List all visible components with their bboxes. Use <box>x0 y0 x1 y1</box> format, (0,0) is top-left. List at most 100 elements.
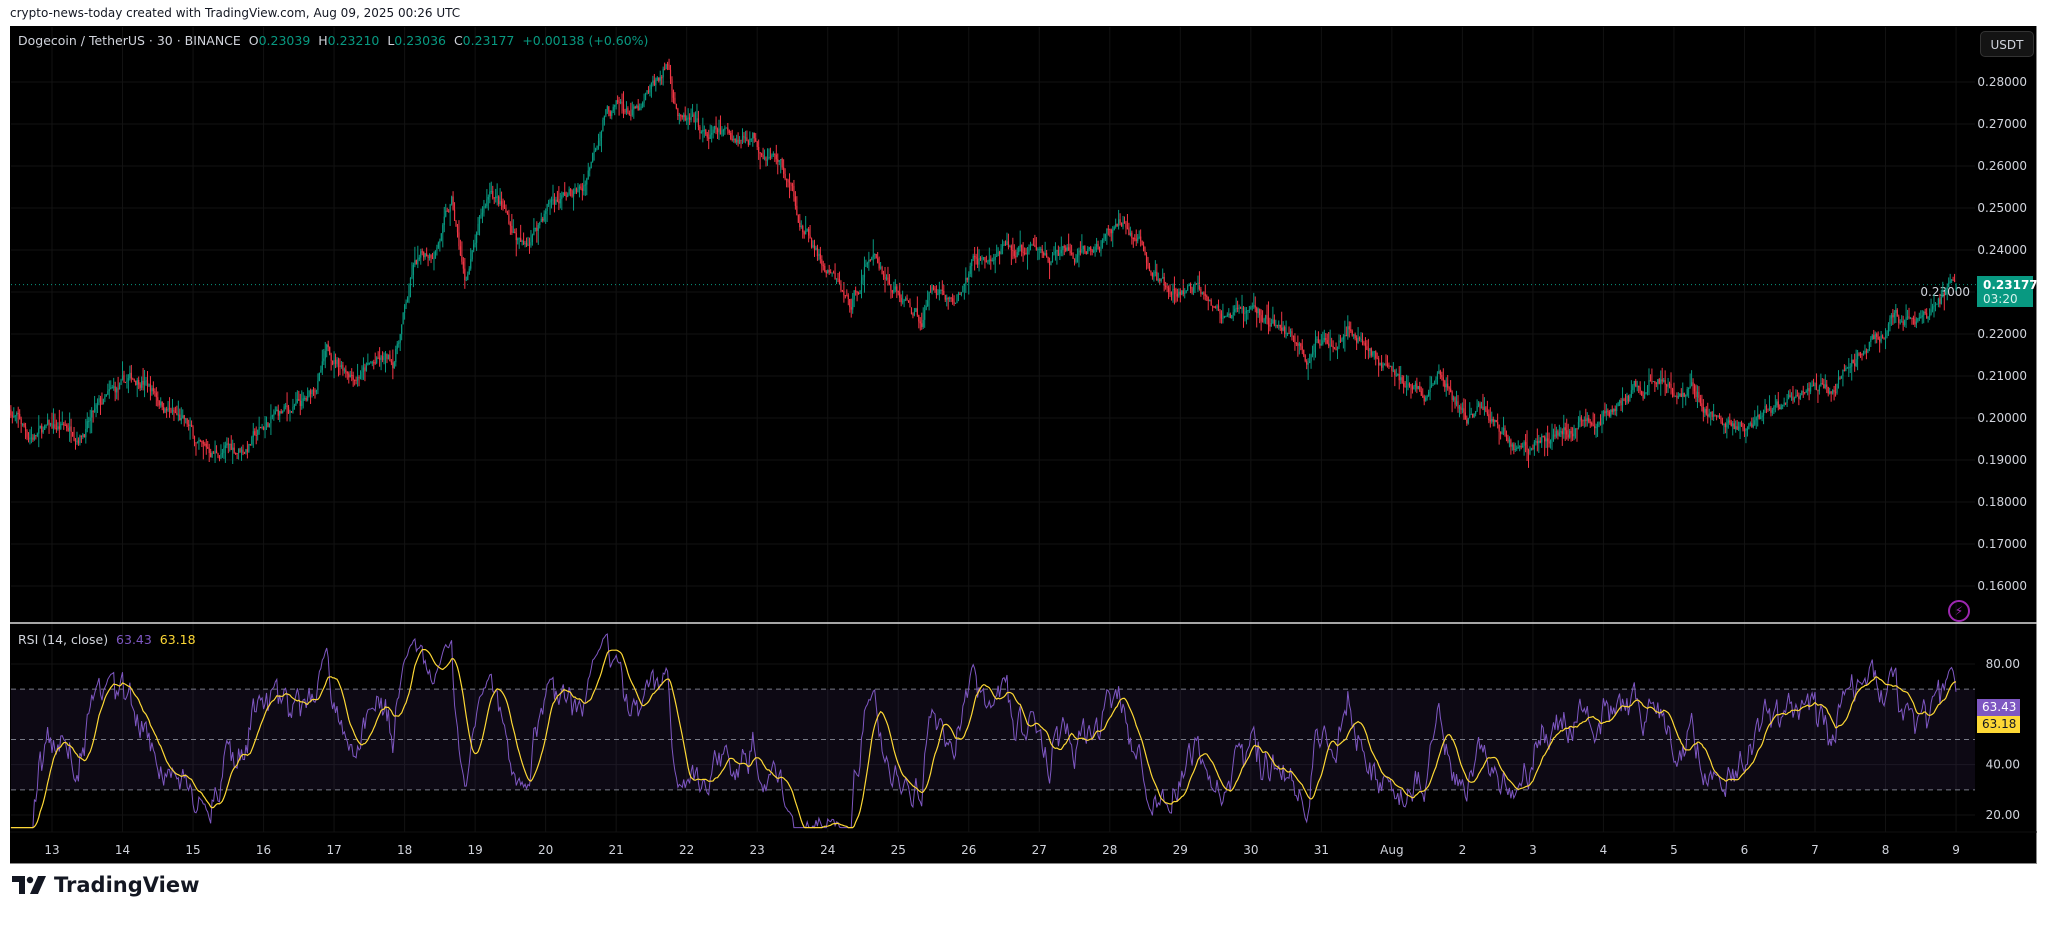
candle-body <box>546 204 548 212</box>
candle <box>1043 251 1045 259</box>
candle-body <box>1335 348 1337 351</box>
candle-body <box>424 253 426 258</box>
candle-body <box>1783 402 1785 405</box>
candle <box>424 253 426 260</box>
candle <box>832 270 835 274</box>
candle-body <box>907 300 910 303</box>
candle-body <box>1720 417 1722 422</box>
candle <box>671 76 673 103</box>
rsi-title[interactable]: RSI (14, close) <box>18 632 109 647</box>
candle-body <box>1179 291 1181 295</box>
tradingview-logo[interactable]: TradingView <box>12 873 199 897</box>
candle <box>587 162 589 180</box>
candle-body <box>793 185 795 197</box>
candle-body <box>475 232 478 243</box>
candle-body <box>1773 406 1775 410</box>
candle-body <box>1085 251 1087 254</box>
candle <box>893 281 895 294</box>
candle-body <box>1159 279 1161 281</box>
candle-body <box>451 196 453 205</box>
candle-body <box>1184 292 1186 294</box>
candle-body <box>456 226 459 233</box>
candle-body <box>265 422 268 428</box>
candle <box>640 103 642 111</box>
candle-body <box>759 152 761 154</box>
candle <box>165 406 168 418</box>
candle-body <box>991 260 993 262</box>
symbol-legend[interactable]: Dogecoin / TetherUS · 30 · BINANCE O0.23… <box>18 33 648 48</box>
candle-body <box>380 356 382 360</box>
candle <box>708 129 710 150</box>
currency-button[interactable]: USDT <box>1980 31 2034 57</box>
candle <box>808 226 810 243</box>
candle-body <box>1106 228 1108 234</box>
candle-body <box>1491 418 1493 422</box>
candle-body <box>1257 308 1259 314</box>
candle <box>1588 414 1590 424</box>
candle <box>430 254 432 264</box>
candle <box>467 271 469 281</box>
candle <box>1088 246 1090 252</box>
candle <box>1269 317 1271 332</box>
candle-body <box>1391 366 1393 371</box>
candle <box>168 397 171 418</box>
candle-body <box>1289 331 1292 334</box>
candle <box>1320 334 1322 346</box>
candle-body <box>946 298 948 300</box>
candle <box>45 424 47 429</box>
candle-body <box>376 357 378 363</box>
candle-body <box>1501 431 1503 434</box>
candle <box>1755 416 1757 430</box>
candle-body <box>1689 386 1691 388</box>
candle-body <box>1752 424 1754 427</box>
candle-body <box>713 125 716 130</box>
candle <box>853 290 855 308</box>
candle-body <box>98 398 100 403</box>
candle <box>489 182 491 204</box>
candle-body <box>935 289 938 296</box>
candle <box>907 300 910 303</box>
candle-body <box>1394 370 1396 376</box>
candle <box>337 357 340 377</box>
candle-body <box>182 415 184 418</box>
symbol-title[interactable]: Dogecoin / TetherUS · 30 · BINANCE <box>18 33 241 48</box>
candle <box>1839 376 1841 380</box>
candle-body <box>728 130 730 133</box>
candle-body <box>943 290 945 295</box>
candle-body <box>633 106 635 110</box>
candle-body <box>1363 342 1365 344</box>
candle-body <box>1704 409 1706 413</box>
candle <box>746 130 748 142</box>
candle-body <box>245 449 247 454</box>
candle-body <box>1771 409 1773 413</box>
candle <box>1128 222 1130 236</box>
candle-body <box>772 153 774 156</box>
candle-body <box>1527 449 1530 454</box>
candle <box>459 239 462 257</box>
candle <box>628 110 630 116</box>
candle-body <box>226 443 228 446</box>
candle <box>716 127 719 139</box>
candle-body <box>1181 290 1183 295</box>
candle-body <box>1660 379 1662 384</box>
candle <box>1140 229 1142 247</box>
candle-body <box>617 100 619 102</box>
candle <box>260 426 262 429</box>
candle-body <box>230 443 232 450</box>
candle <box>1826 379 1828 394</box>
candle-body <box>146 380 149 387</box>
candle-body <box>1686 389 1688 396</box>
candle <box>1547 425 1549 457</box>
candle-body <box>1472 413 1474 418</box>
candle-body <box>1774 405 1776 407</box>
candle-body <box>1273 319 1275 326</box>
candle-body <box>105 394 107 397</box>
candle-body <box>1304 355 1306 362</box>
rsi-legend[interactable]: RSI (14, close) 63.43 63.18 <box>18 632 196 647</box>
candle-body <box>1596 424 1599 427</box>
lightning-bolt-icon[interactable]: ⚡ <box>1948 600 1970 622</box>
candle <box>1530 447 1533 451</box>
candle <box>196 441 199 444</box>
candle <box>17 406 19 428</box>
